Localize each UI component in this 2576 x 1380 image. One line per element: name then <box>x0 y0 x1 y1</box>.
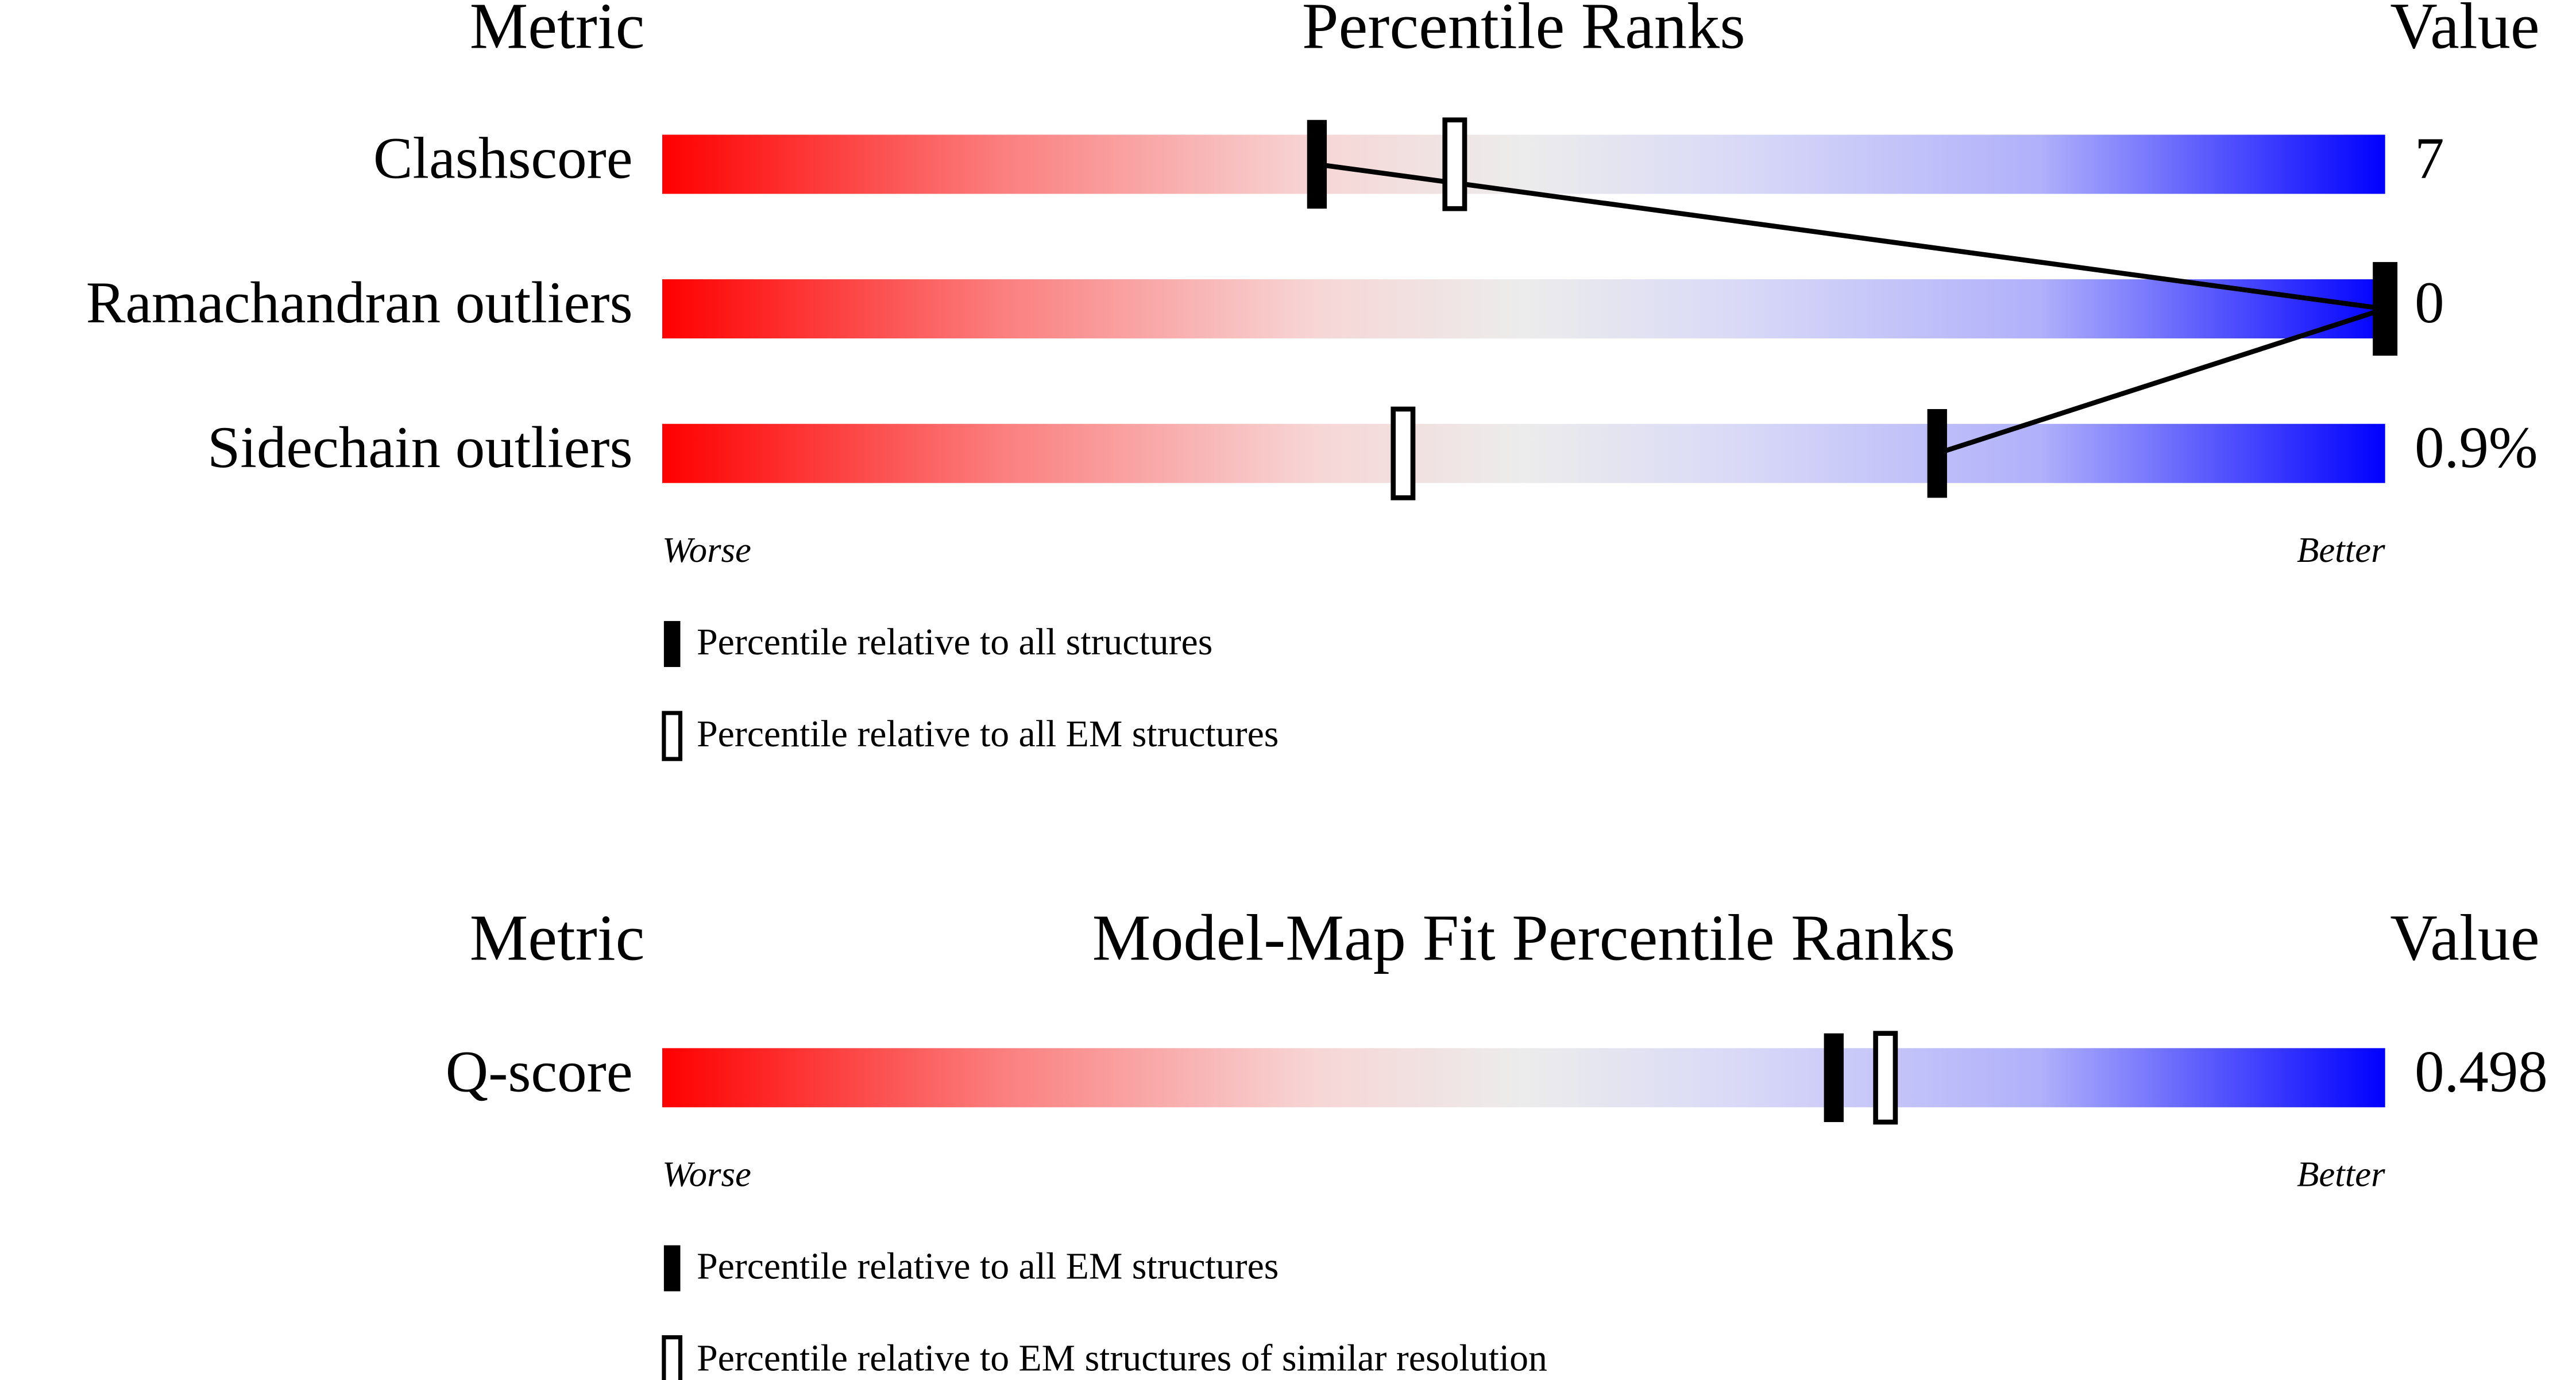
legend-label: Percentile relative to EM structures of … <box>697 1337 1547 1379</box>
metric-label: Ramachandran outliers <box>86 270 633 336</box>
value-header: Value <box>2390 901 2539 974</box>
worse-label: Worse <box>662 530 751 570</box>
value-header: Value <box>2390 0 2539 62</box>
legend-label: Percentile relative to all EM structures <box>697 1246 1279 1288</box>
metric-label: Clashscore <box>373 126 633 191</box>
better-label: Better <box>2297 1154 2385 1194</box>
metric-header: Metric <box>470 0 645 62</box>
legend-swatch <box>662 711 683 761</box>
legend-label: Percentile relative to all EM structures <box>697 713 1279 755</box>
metric-value: 0 <box>2415 270 2444 336</box>
slider-bar <box>662 1048 2385 1108</box>
slider-bar <box>662 423 2385 483</box>
metric-label: Sidechain outliers <box>207 415 632 480</box>
better-label: Better <box>2297 530 2385 570</box>
marker-filled <box>1824 1033 1844 1123</box>
worse-label: Worse <box>662 1154 751 1194</box>
marker-open <box>1391 406 1416 500</box>
marker-open <box>1873 1031 1898 1125</box>
legend-label: Percentile relative to all structures <box>697 621 1212 663</box>
legend-swatch <box>662 1335 683 1380</box>
metric-header: Metric <box>470 901 645 974</box>
legend-swatch <box>663 1245 681 1292</box>
panel-title: Model-Map Fit Percentile Ranks <box>1092 901 1956 974</box>
marker-open <box>1442 117 1467 211</box>
marker-filled <box>1927 409 1947 498</box>
metric-value: 0.498 <box>2415 1039 2548 1104</box>
metric-label: Q-score <box>446 1039 633 1104</box>
slider-bar <box>662 134 2385 194</box>
panel-title: Percentile Ranks <box>1302 0 1745 62</box>
legend-swatch <box>663 620 681 667</box>
metric-value: 7 <box>2415 126 2444 191</box>
marker-filled <box>2375 264 2395 353</box>
slider-bar <box>662 279 2385 339</box>
marker-filled <box>1307 120 1327 209</box>
metric-value: 0.9% <box>2415 415 2538 480</box>
